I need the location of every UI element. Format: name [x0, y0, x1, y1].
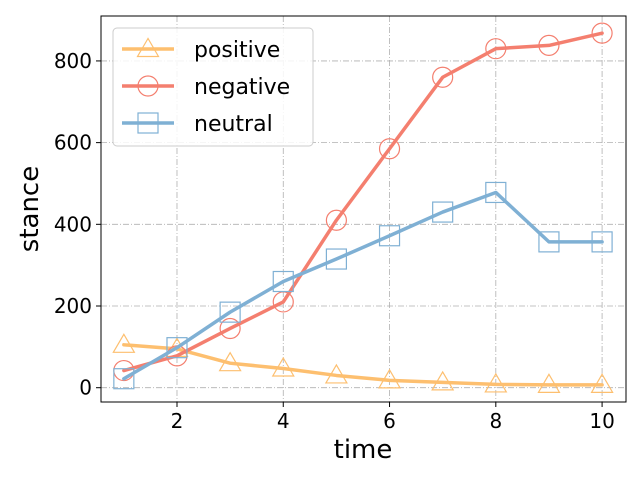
y-axis-label: stance: [15, 166, 45, 252]
data-point-neutral: [485, 181, 507, 204]
data-point-positive: [537, 373, 561, 393]
data-point-positive: [377, 368, 402, 389]
data-point-neutral: [325, 248, 347, 270]
data-point-positive: [484, 372, 508, 393]
series-layer: [112, 22, 614, 393]
axis-ticks: 2 4 6 8 10 0 200 400 600 800: [54, 49, 615, 433]
plot-frame: [100, 15, 627, 403]
x-tick-label: 8: [489, 409, 502, 433]
data-point-positive: [271, 356, 295, 377]
data-point-negative: [591, 22, 613, 44]
data-point-negative: [538, 34, 560, 57]
legend-label: positive: [194, 38, 280, 63]
legend: positive negative neutral: [112, 27, 314, 147]
legend-marker: [136, 37, 160, 58]
data-point-neutral: [166, 337, 188, 359]
data-point-negative: [219, 317, 241, 340]
series-neutral: [113, 181, 613, 390]
y-tick-label: 400: [54, 212, 92, 236]
y-tick-label: 600: [54, 131, 92, 155]
x-tick-label: 4: [277, 409, 290, 433]
legend-marker: [137, 75, 159, 97]
series-line-neutral: [122, 190, 604, 381]
series-line-positive: [122, 343, 604, 387]
data-point-neutral: [432, 201, 454, 223]
data-point-positive: [218, 351, 242, 372]
data-point-neutral: [538, 231, 560, 253]
data-point-neutral: [219, 301, 241, 323]
legend-item-neutral: neutral: [122, 112, 273, 137]
data-point-neutral: [591, 231, 613, 253]
data-point-negative: [485, 38, 507, 60]
legend-item-negative: negative: [122, 75, 290, 100]
grid: [101, 16, 626, 402]
y-tick-label: 200: [54, 294, 92, 318]
y-tick-label: 0: [79, 376, 92, 400]
data-point-negative: [378, 138, 401, 160]
data-point-positive: [590, 373, 614, 393]
legend-label: neutral: [194, 112, 273, 137]
x-axis-label: time: [334, 435, 393, 465]
x-tick-label: 2: [171, 409, 184, 433]
legend-box: [112, 27, 314, 147]
x-tick-label: 10: [589, 409, 614, 433]
x-tick-label: 6: [383, 409, 396, 433]
legend-label: negative: [194, 75, 290, 100]
legend-marker: [137, 112, 159, 134]
data-point-positive: [112, 333, 136, 353]
data-point-positive: [431, 370, 455, 391]
legend-item-positive: positive: [122, 37, 280, 63]
data-point-neutral: [113, 368, 135, 390]
data-point-positive: [324, 363, 348, 384]
series-positive: [112, 333, 614, 393]
data-point-negative: [325, 209, 347, 231]
data-point-neutral: [272, 270, 294, 293]
data-point-negative: [432, 66, 454, 88]
data-point-neutral: [378, 225, 401, 247]
y-tick-label: 800: [54, 49, 92, 73]
series-line-negative: [122, 31, 604, 373]
